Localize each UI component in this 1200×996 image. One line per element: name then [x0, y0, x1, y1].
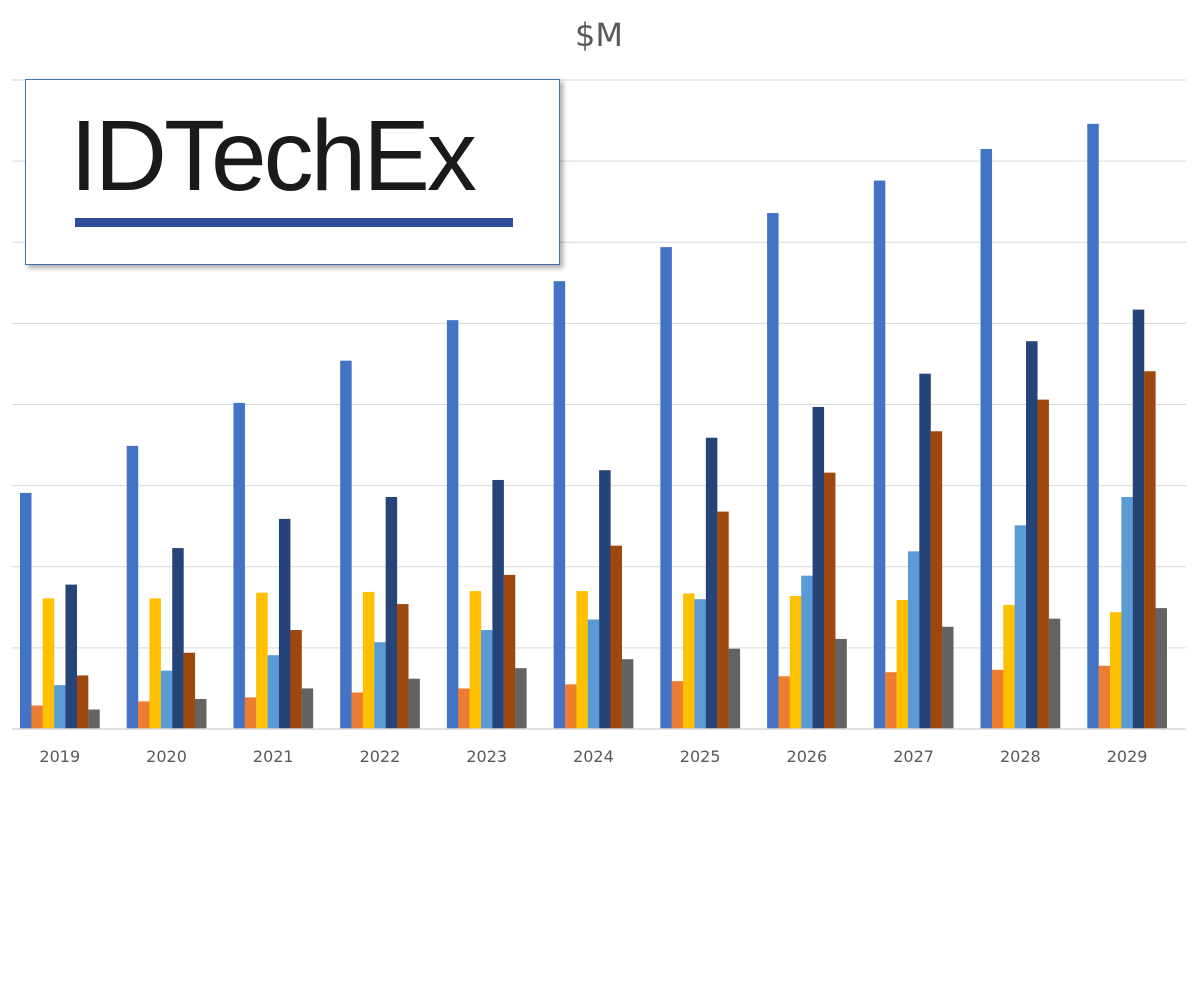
bar-2026-series-2	[778, 676, 790, 729]
bar-2023-series-1	[446, 320, 459, 729]
bars	[20, 123, 1167, 730]
logo-underline	[75, 218, 513, 227]
bar-2024-series-6	[610, 545, 622, 729]
bar-2027-series-2	[885, 672, 897, 729]
bar-2019-series-2	[31, 705, 43, 729]
bar-2025-series-1	[660, 247, 672, 729]
chart-title: $M	[575, 16, 623, 54]
bar-2027-series-6	[930, 431, 943, 729]
bar-2022-series-2	[351, 692, 364, 729]
bar-2021-series-6	[290, 630, 302, 729]
bar-2027-series-1	[873, 180, 886, 730]
bar-2025-series-7	[728, 648, 741, 729]
bar-2026-series-5	[812, 406, 825, 729]
x-tick-label: 2024	[573, 747, 614, 766]
bar-2021-series-7	[301, 688, 314, 729]
bar-2020-series-4	[160, 670, 173, 729]
x-tick-label: 2025	[680, 747, 721, 766]
x-tick-label: 2028	[1000, 747, 1041, 766]
bar-2023-series-3	[469, 591, 482, 729]
bar-2029-series-2	[1098, 665, 1111, 729]
bar-2029-series-5	[1132, 309, 1145, 729]
x-tick-label: 2023	[466, 747, 507, 766]
bar-2029-series-4	[1121, 496, 1133, 729]
bar-2022-series-6	[397, 604, 409, 729]
bar-2027-series-5	[919, 373, 931, 729]
bar-2020-series-1	[126, 445, 139, 729]
bar-2027-series-4	[907, 551, 920, 729]
bar-2022-series-5	[385, 496, 398, 729]
bar-2019-series-4	[54, 685, 66, 729]
bar-2025-series-6	[717, 511, 729, 729]
x-tick-label: 2026	[787, 747, 828, 766]
bar-2026-series-3	[789, 595, 802, 729]
bar-2020-series-7	[194, 698, 207, 729]
bar-2019-series-3	[42, 598, 55, 729]
bar-2019-series-7	[88, 709, 100, 729]
x-tick-label: 2022	[360, 747, 401, 766]
bar-2022-series-4	[374, 642, 386, 729]
bar-2024-series-7	[621, 659, 634, 729]
bar-2024-series-3	[576, 591, 588, 729]
bar-2024-series-2	[565, 684, 577, 729]
bar-2019-series-5	[65, 584, 77, 729]
bar-2028-series-7	[1048, 618, 1061, 729]
bar-2021-series-3	[256, 592, 268, 729]
bar-2023-series-7	[515, 668, 527, 729]
bar-2023-series-4	[481, 630, 493, 729]
bar-2027-series-7	[942, 626, 954, 729]
bar-2019-series-1	[20, 492, 32, 729]
bar-2021-series-2	[244, 697, 257, 729]
bar-2025-series-2	[671, 681, 684, 729]
bar-2019-series-6	[76, 675, 89, 729]
bar-2028-series-3	[1003, 604, 1015, 729]
bar-2029-series-7	[1155, 608, 1167, 729]
bar-2020-series-5	[172, 548, 184, 729]
bar-2027-series-3	[896, 600, 909, 729]
bar-2023-series-6	[503, 574, 516, 729]
bar-2021-series-1	[233, 402, 245, 729]
idtechex-logo: IDTechEx	[25, 79, 560, 265]
x-tick-label: 2021	[253, 747, 294, 766]
bar-2026-series-6	[823, 472, 836, 729]
bar-2025-series-4	[694, 599, 706, 729]
bar-2020-series-6	[183, 652, 196, 729]
bar-2028-series-1	[980, 148, 993, 729]
x-tick-labels: 2019 2020 2021 2022 2023 2024 2025 2026 2027 2028…	[39, 747, 1147, 766]
bar-2029-series-3	[1110, 612, 1122, 729]
bar-2026-series-4	[801, 575, 813, 729]
bar-2028-series-5	[1026, 341, 1038, 729]
bar-2025-series-5	[705, 437, 718, 729]
bar-2022-series-1	[340, 360, 352, 729]
bar-2023-series-5	[492, 479, 504, 729]
x-tick-label: 2029	[1107, 747, 1148, 766]
logo-text: IDTechEx	[70, 100, 477, 212]
x-tick-label: 2027	[893, 747, 934, 766]
bar-2029-series-6	[1144, 371, 1156, 729]
bar-2020-series-3	[149, 598, 161, 729]
bar-2020-series-2	[138, 701, 150, 729]
bar-2025-series-3	[683, 593, 695, 729]
bar-2026-series-7	[835, 638, 847, 729]
bar-2021-series-4	[267, 655, 280, 729]
bar-2024-series-1	[553, 281, 566, 729]
bar-2028-series-2	[991, 669, 1004, 729]
bar-2024-series-5	[599, 470, 611, 729]
bar-2024-series-4	[587, 619, 600, 729]
bar-2023-series-2	[458, 688, 470, 729]
bar-2029-series-1	[1087, 123, 1099, 729]
x-tick-label: 2019	[39, 747, 80, 766]
bar-2022-series-3	[362, 591, 375, 729]
bar-2026-series-1	[767, 213, 779, 730]
x-tick-label: 2020	[146, 747, 187, 766]
bar-2028-series-4	[1014, 525, 1027, 729]
bar-2028-series-6	[1037, 399, 1049, 729]
bar-2021-series-5	[278, 518, 291, 729]
bar-2022-series-7	[408, 678, 420, 729]
